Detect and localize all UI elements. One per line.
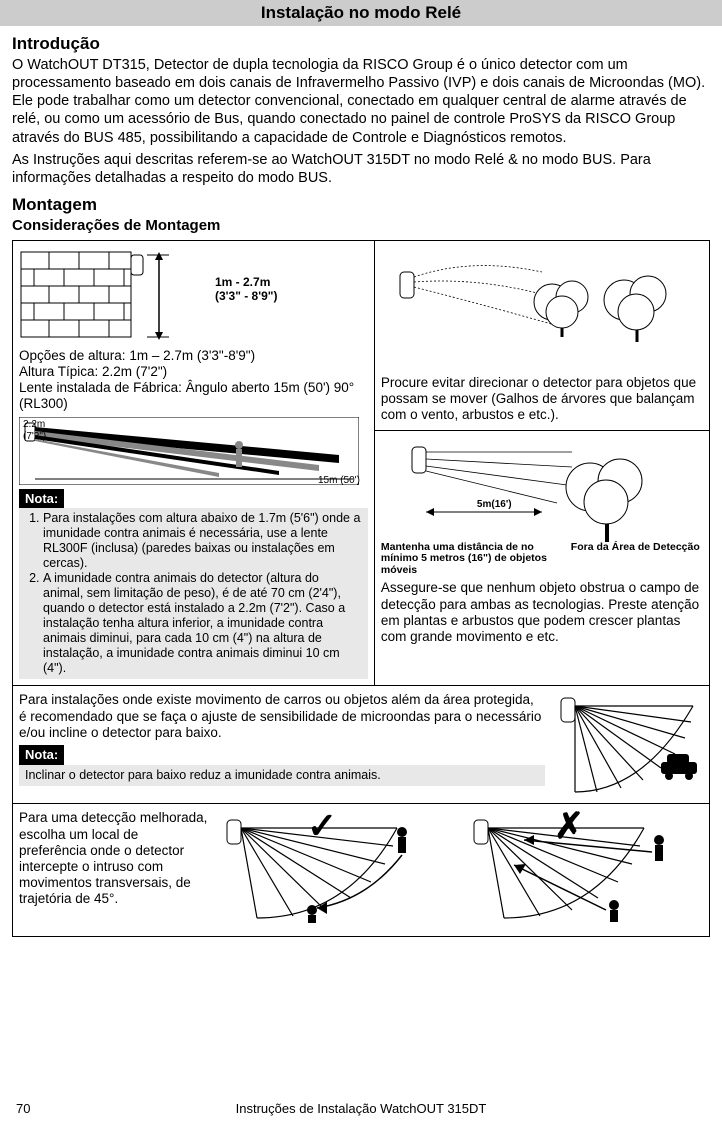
intro-paragraph-1: O WatchOUT DT315, Detector de dupla tecn… (12, 56, 710, 147)
cross-icon: ✗ (554, 804, 584, 847)
beam-height-label: 2.2m (7'2") (23, 419, 46, 443)
height-range-label: 1m - 2.7m (3'3" - 8'9") (215, 275, 277, 304)
fan-car-diagram (553, 692, 703, 797)
title-bar: Instalação no modo Relé (0, 0, 722, 26)
cell3-text: Assegure-se que nenhum objeto obstrua o … (381, 580, 703, 645)
cell-height-options: 1m - 2.7m (3'3" - 8'9") Opções de altura… (13, 241, 375, 686)
intro-paragraph-2: As Instruções aqui descritas referem-se … (12, 151, 710, 187)
distance-5m-label: 5m(16') (477, 499, 512, 511)
beam-distance-label: 15m (50') (318, 475, 360, 487)
page-footer: 70 Instruções de Instalação WatchOUT 315… (0, 1101, 722, 1116)
note-label-1: Nota: (19, 489, 64, 509)
check-icon: ✓ (307, 804, 337, 847)
cell-transversal: Para uma detecção melhorada, escolha um … (13, 804, 709, 935)
considerations-table: 1m - 2.7m (3'3" - 8'9") Opções de altura… (12, 240, 710, 937)
height-option-1: Opções de altura: 1m – 2.7m (3'3"-8'9") (19, 348, 368, 364)
distance-tree-diagram (392, 437, 692, 552)
note-body-2: Inclinar o detector para baixo reduz a i… (19, 765, 545, 786)
height-option-2: Altura Típica: 2.2m (7'2") (19, 364, 368, 380)
page-number: 70 (0, 1101, 70, 1116)
cell-car-adjustment: Para instalações onde existe movimento d… (13, 686, 709, 803)
cell2-text: Procure evitar direcionar o detector par… (381, 375, 703, 424)
cell5-text: Para uma detecção melhorada, escolha um … (19, 810, 209, 907)
note-label-2: Nota: (19, 745, 64, 765)
note-1-item-1: Para instalações com altura abaixo de 1.… (43, 511, 362, 571)
height-option-3: Lente instalada de Fábrica: Ângulo abert… (19, 380, 368, 412)
beam-pattern-diagram (19, 417, 359, 485)
cell4-text: Para instalações onde existe movimento d… (19, 692, 545, 741)
footer-title: Instruções de Instalação WatchOUT 315DT (70, 1101, 652, 1116)
right-column: Procure evitar direcionar o detector par… (375, 241, 709, 686)
note-body-1: Para instalações com altura abaixo de 1.… (19, 508, 368, 679)
note-1-item-2: A imunidade contra animais do detector (… (43, 571, 362, 676)
intro-heading: Introdução (12, 34, 710, 54)
mounting-subheading: Considerações de Montagem (12, 217, 710, 234)
mounting-heading: Montagem (12, 195, 710, 215)
trees-moving-diagram (392, 247, 692, 367)
wall-height-diagram (19, 247, 209, 342)
